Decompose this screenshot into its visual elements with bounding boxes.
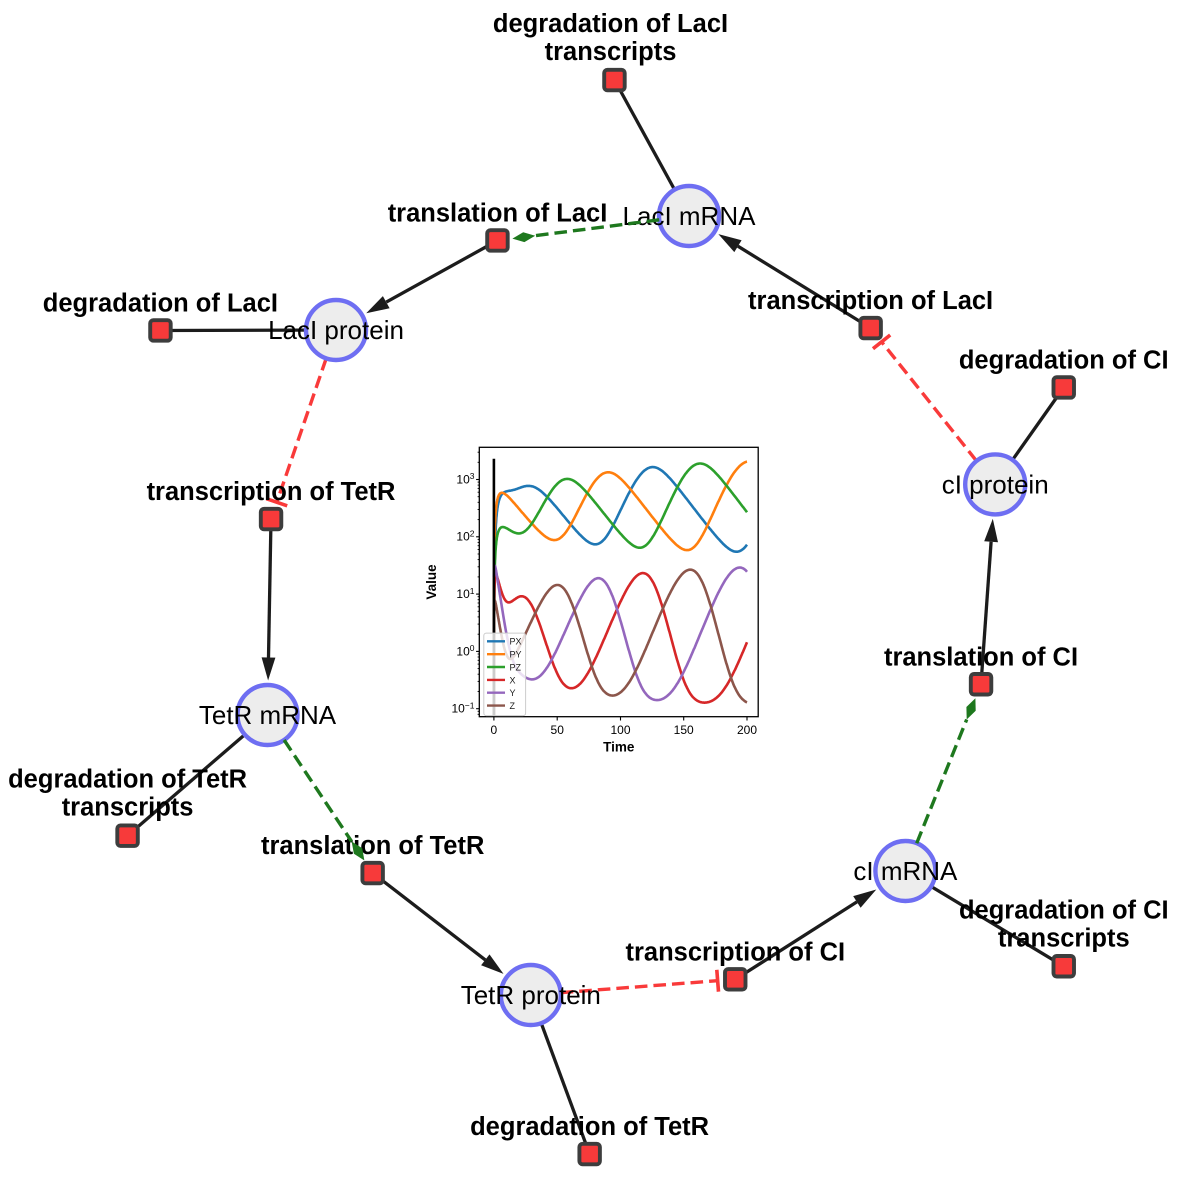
svg-text:PZ: PZ — [510, 662, 522, 672]
svg-text:LacI mRNA: LacI mRNA — [623, 201, 757, 231]
svg-text:transcripts: transcripts — [545, 38, 677, 66]
svg-text:cI mRNA: cI mRNA — [853, 856, 958, 886]
svg-text:200: 200 — [737, 723, 757, 737]
svg-text:Z: Z — [510, 701, 516, 711]
svg-text:LacI protein: LacI protein — [268, 315, 404, 345]
svg-text:transcripts: transcripts — [998, 924, 1130, 952]
svg-text:degradation of LacI: degradation of LacI — [493, 10, 728, 38]
svg-text:150: 150 — [674, 723, 694, 737]
svg-text:Value: Value — [424, 564, 439, 600]
svg-text:cI protein: cI protein — [942, 469, 1049, 499]
svg-text:transcription of LacI: transcription of LacI — [748, 287, 993, 315]
svg-text:degradation of CI: degradation of CI — [959, 896, 1169, 924]
svg-text:translation of CI: translation of CI — [884, 643, 1078, 671]
svg-text:0: 0 — [491, 723, 498, 737]
svg-text:transcription of TetR: transcription of TetR — [147, 478, 396, 506]
svg-text:50: 50 — [551, 723, 565, 737]
svg-text:X: X — [510, 675, 516, 685]
svg-text:TetR mRNA: TetR mRNA — [199, 700, 337, 730]
svg-text:translation of LacI: translation of LacI — [388, 200, 608, 228]
svg-text:transcription of CI: transcription of CI — [626, 938, 846, 966]
svg-text:degradation of TetR: degradation of TetR — [470, 1113, 709, 1141]
svg-text:PX: PX — [510, 637, 522, 647]
svg-text:100: 100 — [610, 723, 630, 737]
svg-text:translation of TetR: translation of TetR — [261, 832, 484, 860]
svg-text:Y: Y — [510, 688, 516, 698]
svg-text:degradation of CI: degradation of CI — [959, 347, 1169, 375]
svg-text:TetR protein: TetR protein — [461, 980, 601, 1010]
svg-text:transcripts: transcripts — [62, 794, 194, 822]
svg-text:degradation of TetR: degradation of TetR — [8, 766, 247, 794]
svg-text:Time: Time — [603, 740, 635, 755]
svg-text:degradation of LacI: degradation of LacI — [43, 290, 278, 318]
svg-text:PY: PY — [510, 650, 522, 660]
